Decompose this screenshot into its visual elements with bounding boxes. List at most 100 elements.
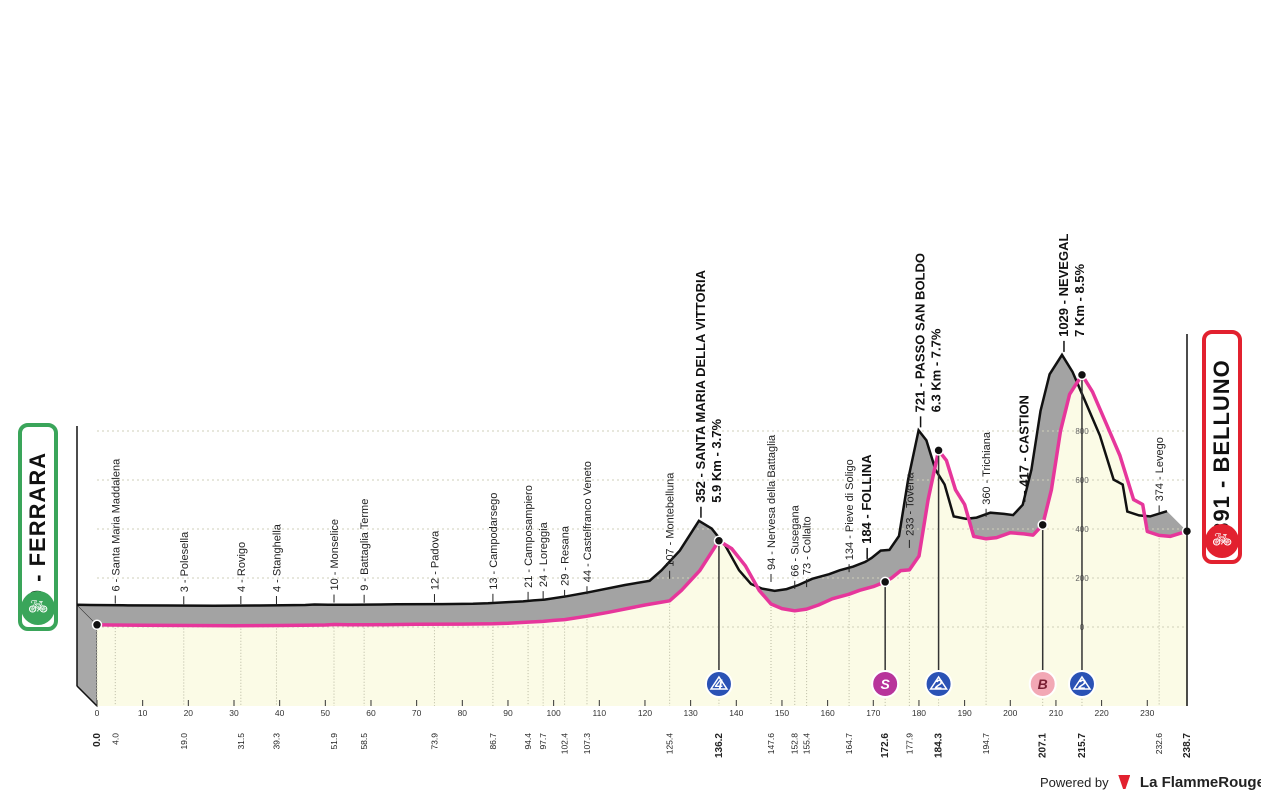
km-tick-label: 110 bbox=[593, 708, 607, 718]
km-tick-label: 30 bbox=[229, 708, 239, 718]
distance-mark: 147.6 bbox=[766, 733, 776, 755]
sprint-icon bbox=[871, 670, 900, 698]
climb-category-icon bbox=[924, 670, 953, 698]
mountain-icon bbox=[709, 675, 729, 690]
place-label: 66 - Susegana bbox=[790, 504, 802, 576]
km-tick-label: 150 bbox=[775, 708, 789, 718]
place-label: 9 - Battaglia Terme bbox=[359, 499, 371, 591]
key-point-detail: 7 Km - 8.5% bbox=[1072, 263, 1087, 336]
key-point-dot bbox=[879, 576, 891, 588]
km-tick-label: 160 bbox=[821, 708, 835, 718]
km-tick-label: 100 bbox=[547, 708, 561, 718]
distance-mark: 152.8 bbox=[790, 733, 800, 755]
distance-mark: 194.7 bbox=[981, 733, 991, 755]
distance-mark: 4.0 bbox=[110, 733, 120, 745]
key-point-marker-label: 2 bbox=[1077, 676, 1086, 692]
distance-mark: 107.3 bbox=[582, 733, 592, 755]
km-tick-label: 220 bbox=[1095, 708, 1109, 718]
place-labels: 6 - Santa Maria Maddalena 3 - Polesella 4 … bbox=[110, 431, 1166, 605]
km-tick-labels: 0 10 20 30 40 50 60 70 80 90 100 110 120 130 140 150 160… bbox=[95, 700, 1155, 718]
km-tick-label: 180 bbox=[912, 708, 926, 718]
distance-mark: 177.9 bbox=[904, 733, 914, 755]
key-point-name: 417 - CASTION bbox=[1017, 395, 1032, 487]
key-point-name: 184 - FOLLINA bbox=[859, 454, 874, 544]
place-label: 4 - Rovigo bbox=[236, 542, 248, 592]
credit: Powered by La FlammeRouge bbox=[1040, 774, 1261, 791]
km-tick-label: 10 bbox=[138, 708, 148, 718]
distance-mark: 97.7 bbox=[538, 733, 548, 750]
km-tick-label: 120 bbox=[638, 708, 652, 718]
distance-mark: 73.9 bbox=[430, 733, 440, 750]
distance-mark: 184.3 bbox=[934, 733, 945, 758]
place-label: 44 - Castelfranco Veneto bbox=[582, 461, 594, 582]
key-point-dot bbox=[1076, 369, 1088, 381]
distance-mark: 136.2 bbox=[714, 733, 725, 758]
key-point-name: 721 - PASSO SAN BOLDO bbox=[913, 253, 928, 412]
terrain-top-surface bbox=[77, 354, 1187, 626]
place-label: 4 - Stanghella bbox=[272, 523, 284, 592]
bonus-icon bbox=[1028, 670, 1057, 698]
place-label: 374 - Levego bbox=[1154, 437, 1166, 501]
key-point-markers: 4 S 2 B 2 bbox=[76, 334, 1193, 706]
place-label: 21 - Camposampiero bbox=[523, 485, 535, 588]
distance-mark: 58.5 bbox=[359, 733, 369, 750]
km-tick-label: 90 bbox=[503, 708, 513, 718]
distance-mark: 86.7 bbox=[488, 733, 498, 750]
finish-label: 391 - BELLUNO bbox=[1209, 359, 1234, 535]
km-tick-label: 60 bbox=[366, 708, 376, 718]
km-tick-label: 0 bbox=[95, 708, 100, 718]
place-label: 73 - Collalto bbox=[802, 516, 814, 575]
distance-marks: 0.0 4.0 19.0 31.5 39.3 51.9 58.5 73.9 86.7 94.4 97… bbox=[92, 733, 1193, 758]
distance-mark: 102.4 bbox=[560, 733, 570, 755]
key-point-name: 352 - SANTA MARIA DELLA VITTORIA bbox=[693, 269, 708, 502]
place-label: 13 - Campodarsego bbox=[488, 493, 500, 590]
key-point-marker-label: S bbox=[880, 676, 890, 692]
profile-front-face bbox=[97, 374, 1187, 706]
key-point-dot bbox=[713, 535, 725, 547]
start-point-dot bbox=[91, 619, 103, 631]
place-label: 10 - Monselice bbox=[329, 519, 341, 591]
climb-category-icon bbox=[1067, 670, 1096, 698]
distance-mark: 39.3 bbox=[272, 733, 282, 750]
place-label: 12 - Padova bbox=[430, 530, 442, 590]
key-point-marker-label: 4 bbox=[714, 676, 723, 692]
distance-mark: 19.0 bbox=[179, 733, 189, 750]
key-point-detail: 5.9 Km - 3.7% bbox=[709, 419, 724, 503]
cyclist-icon: 🚲︎ bbox=[1205, 524, 1239, 558]
distance-mark: 164.7 bbox=[844, 733, 854, 755]
km-tick-label: 140 bbox=[729, 708, 743, 718]
distance-mark: 155.4 bbox=[802, 733, 812, 755]
cyclist-icon: 🚲︎ bbox=[21, 591, 55, 625]
km-tick-label: 50 bbox=[321, 708, 331, 718]
place-label: 134 - Pieve di Soligo bbox=[844, 459, 856, 560]
distance-mark: 94.4 bbox=[523, 733, 533, 750]
key-point-name: 1029 - NEVEGAL bbox=[1056, 234, 1071, 337]
place-label: 24 - Loreggia bbox=[538, 521, 550, 587]
place-label: 29 - Resana bbox=[560, 525, 572, 586]
distance-mark: 51.9 bbox=[329, 733, 339, 750]
km-tick-label: 200 bbox=[1003, 708, 1017, 718]
distance-mark: 215.7 bbox=[1077, 733, 1088, 758]
place-label: 233 - Tovena bbox=[904, 472, 916, 536]
distance-mark: 238.7 bbox=[1182, 733, 1193, 758]
place-label: 6 - Santa Maria Maddalena bbox=[110, 458, 122, 592]
distance-mark: 172.6 bbox=[880, 733, 891, 758]
distance-mark: 0.0 bbox=[92, 733, 103, 747]
credit-prefix: Powered by bbox=[1040, 775, 1109, 790]
mountain-icon bbox=[1072, 675, 1092, 690]
km-tick-label: 20 bbox=[184, 708, 194, 718]
place-label: 3 - Polesella bbox=[179, 531, 191, 592]
distance-mark: 232.6 bbox=[1154, 733, 1164, 755]
key-point-dot bbox=[933, 445, 944, 456]
key-point-marker-label: B bbox=[1038, 676, 1048, 692]
route-line bbox=[96, 373, 1188, 628]
mountain-icon bbox=[929, 675, 948, 690]
key-point-labels: 352 - SANTA MARIA DELLA VITTORIA 5.9 Km -… bbox=[693, 234, 1087, 559]
key-point-detail: 6.3 Km - 7.7% bbox=[929, 328, 944, 412]
distance-mark: 31.5 bbox=[236, 733, 246, 750]
flame-rouge-logo-icon bbox=[1118, 775, 1131, 789]
distance-mark: 207.1 bbox=[1038, 733, 1049, 758]
finish-badge: 391 - BELLUNO 🚲︎ bbox=[1202, 330, 1242, 564]
km-tick-label: 210 bbox=[1049, 708, 1063, 718]
